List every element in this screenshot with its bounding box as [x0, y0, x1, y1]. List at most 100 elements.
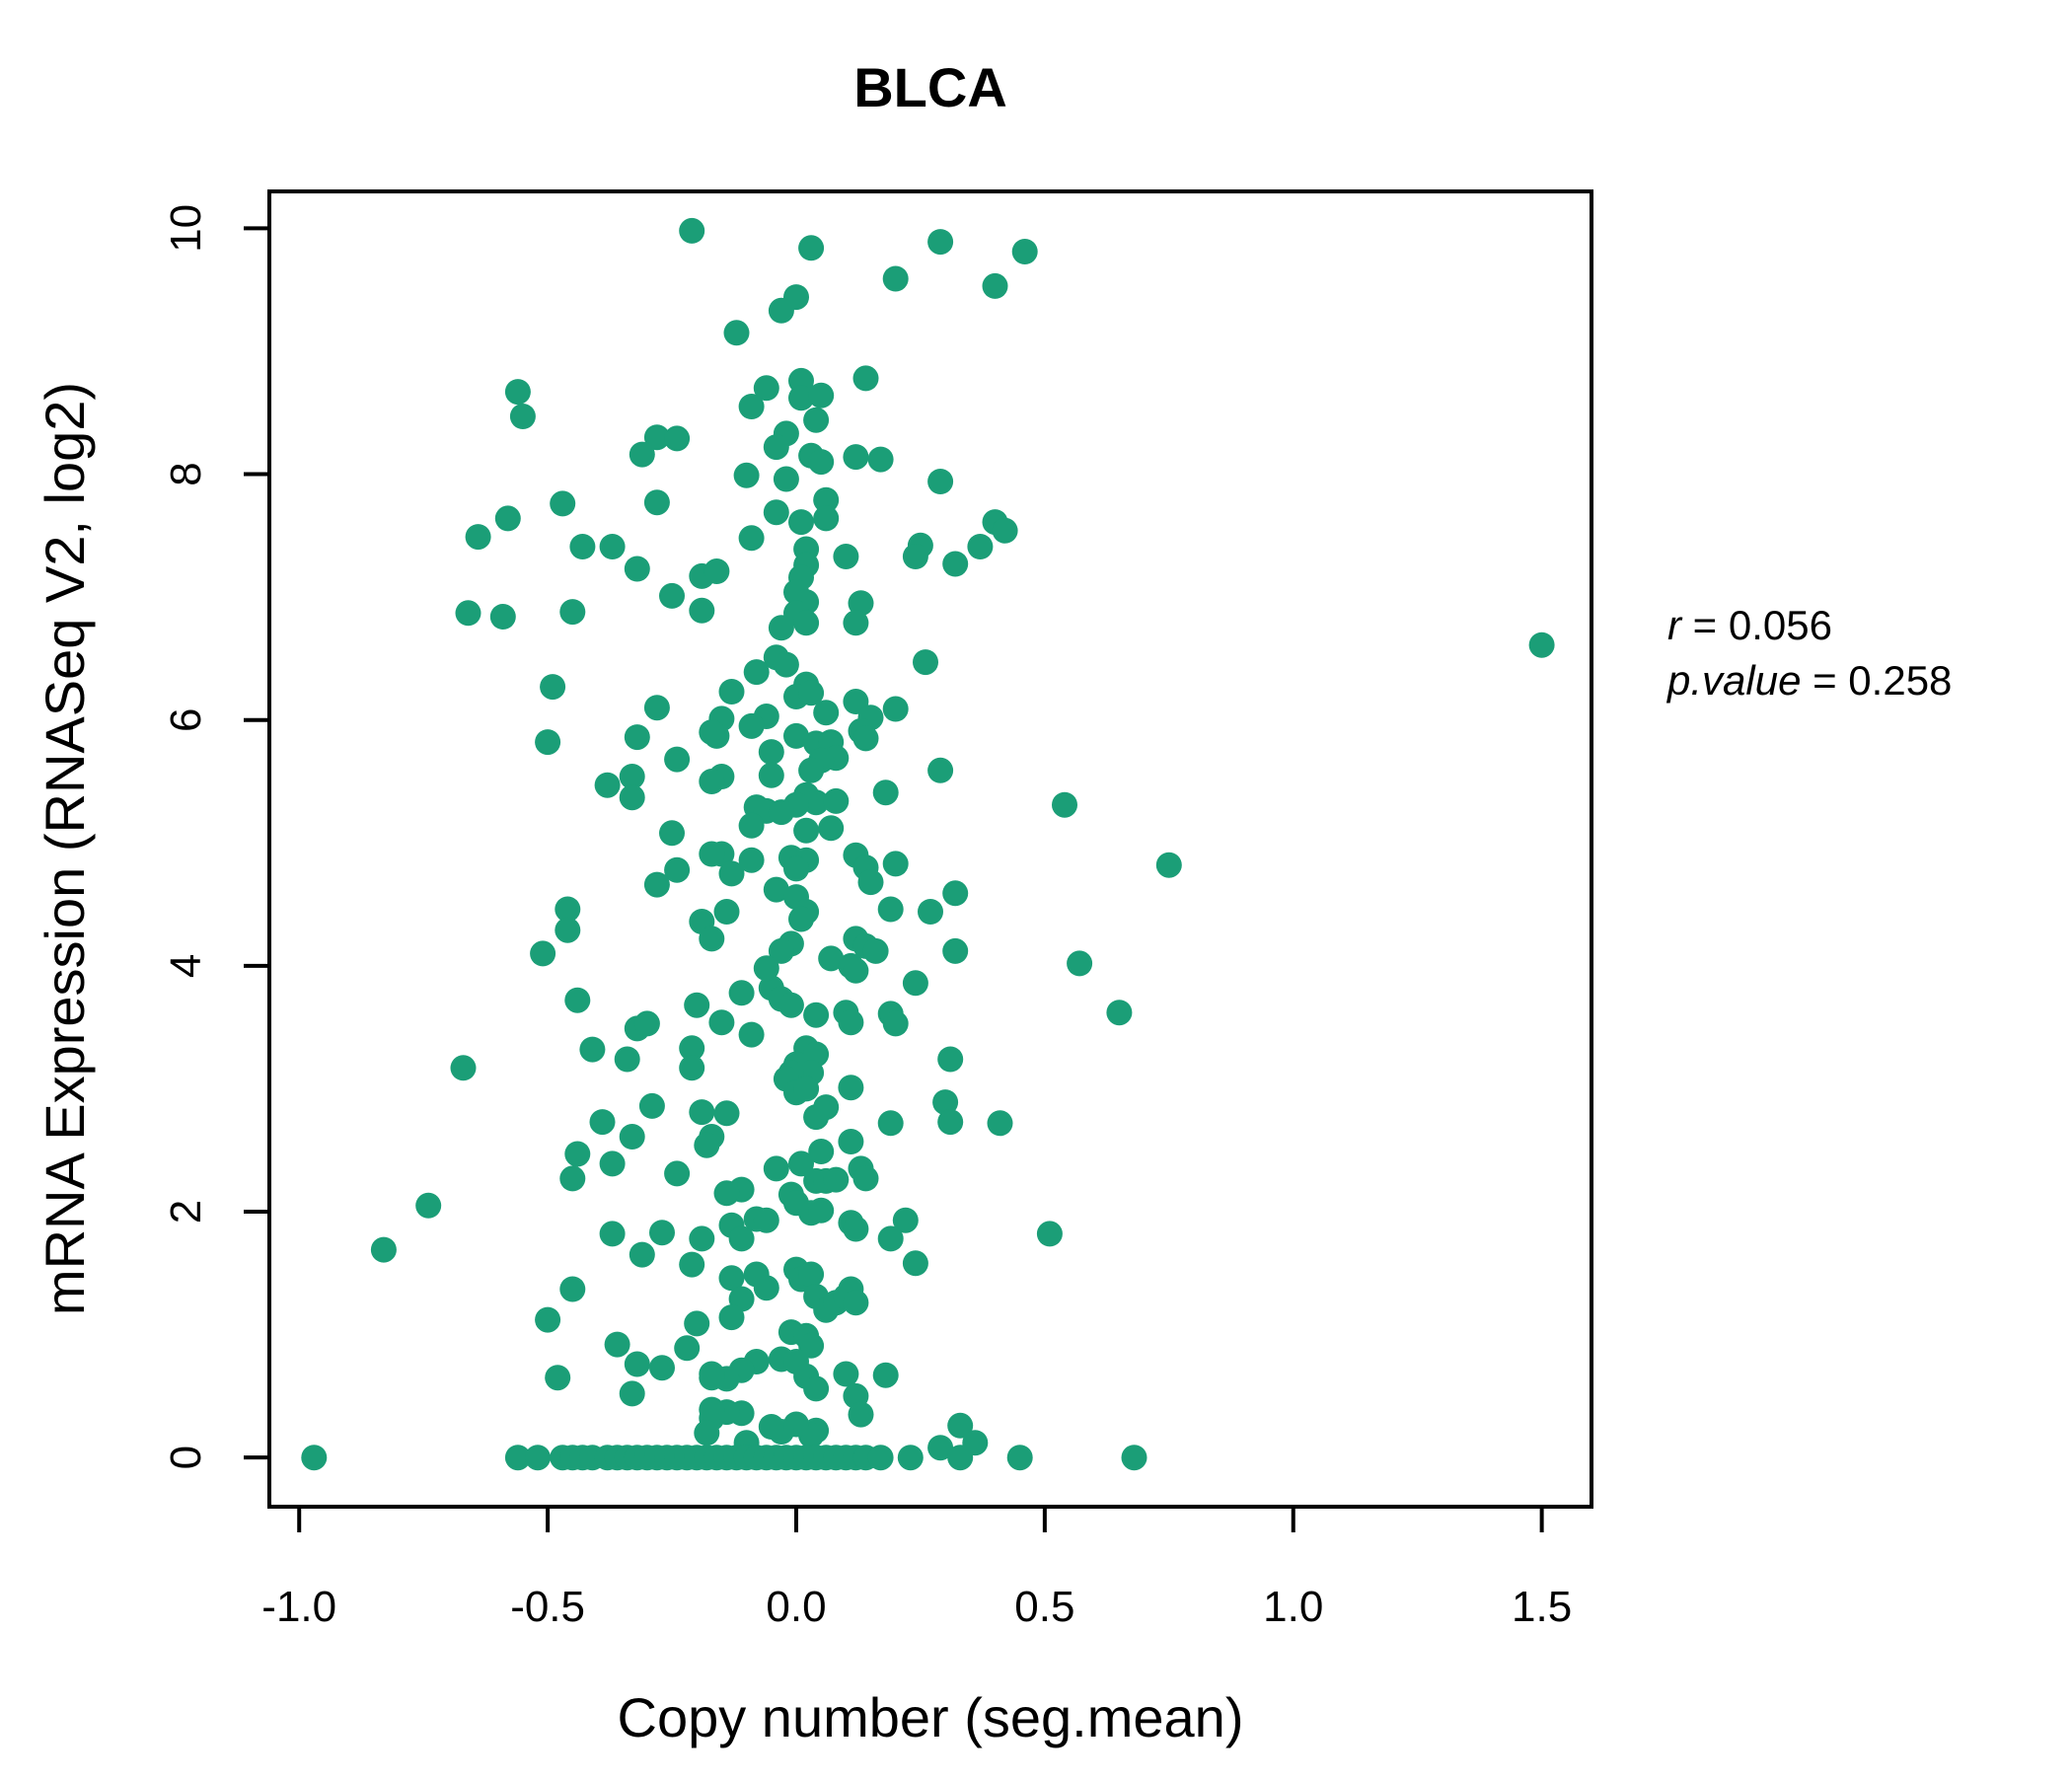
- data-point: [489, 604, 516, 630]
- data-point: [852, 365, 879, 392]
- data-point: [728, 1225, 755, 1252]
- data-point: [803, 1375, 830, 1402]
- data-point: [982, 272, 1008, 299]
- data-point: [877, 1225, 904, 1252]
- data-point: [679, 1055, 705, 1081]
- data-point: [942, 551, 969, 577]
- data-point: [753, 1275, 779, 1301]
- correlation-r-value: = 0.056: [1681, 602, 1832, 648]
- data-point: [649, 1355, 675, 1381]
- data-point: [833, 1361, 859, 1387]
- data-point: [857, 869, 884, 896]
- data-point: [867, 1445, 894, 1471]
- data-point: [509, 404, 536, 429]
- data-point: [838, 1075, 864, 1101]
- data-point: [664, 1160, 691, 1187]
- data-point: [843, 1216, 869, 1242]
- y-tick-label: 6: [162, 707, 210, 731]
- y-tick-label: 0: [162, 1446, 210, 1469]
- data-point: [798, 235, 825, 261]
- data-point: [768, 297, 794, 324]
- data-point: [738, 1021, 765, 1048]
- data-point: [550, 490, 576, 517]
- data-point: [559, 1165, 586, 1192]
- data-point: [723, 320, 750, 346]
- data-point: [932, 1089, 959, 1116]
- data-point: [713, 899, 740, 925]
- data-point: [803, 1002, 830, 1028]
- data-point: [643, 871, 670, 898]
- data-point: [465, 524, 491, 551]
- data-point: [619, 784, 645, 811]
- data-point: [370, 1236, 397, 1263]
- data-point: [638, 1092, 665, 1119]
- data-point: [738, 712, 765, 739]
- data-point: [699, 926, 725, 952]
- data-point: [753, 375, 779, 402]
- data-point: [808, 1197, 835, 1224]
- pvalue-annotation: p.value = 0.258: [1665, 657, 1952, 704]
- data-point: [699, 1365, 725, 1391]
- data-point: [788, 385, 814, 411]
- data-point: [773, 466, 799, 492]
- data-point: [942, 880, 969, 907]
- data-point: [301, 1445, 328, 1471]
- data-point: [927, 469, 954, 494]
- data-point: [664, 856, 691, 883]
- data-point: [877, 1110, 904, 1137]
- data-point: [967, 534, 994, 559]
- data-point: [494, 505, 521, 532]
- data-point: [659, 582, 685, 609]
- data-point: [758, 762, 784, 788]
- data-point: [689, 1225, 715, 1252]
- data-point: [852, 725, 879, 752]
- data-point: [599, 534, 626, 559]
- data-point: [664, 425, 691, 452]
- data-point: [798, 1261, 825, 1288]
- data-point: [793, 817, 820, 844]
- data-point: [803, 407, 830, 433]
- data-point: [738, 394, 765, 419]
- data-point: [818, 815, 845, 842]
- data-point: [877, 896, 904, 923]
- data-point: [643, 695, 670, 721]
- data-point: [699, 841, 725, 867]
- data-point: [629, 1241, 655, 1268]
- data-point: [718, 860, 745, 887]
- data-point: [633, 1010, 660, 1037]
- data-point: [862, 937, 889, 964]
- data-point: [902, 970, 928, 997]
- correlation-annotation: r = 0.056: [1667, 602, 1832, 648]
- data-point: [624, 556, 650, 582]
- data-point: [823, 787, 850, 814]
- data-point: [848, 1401, 874, 1428]
- data-point: [629, 441, 655, 468]
- data-point: [927, 1435, 954, 1461]
- data-point: [694, 1420, 720, 1447]
- data-point: [852, 1165, 879, 1192]
- data-point: [783, 722, 809, 749]
- data-point: [555, 896, 581, 923]
- data-point: [777, 992, 804, 1018]
- data-point: [992, 517, 1018, 544]
- y-tick-label: 8: [162, 462, 210, 485]
- data-point: [783, 855, 809, 882]
- data-point: [808, 449, 835, 476]
- data-point: [813, 486, 840, 513]
- y-tick-label: 4: [162, 954, 210, 978]
- data-point: [937, 1046, 964, 1073]
- data-point: [882, 696, 909, 722]
- data-point: [753, 1207, 779, 1233]
- data-point: [728, 980, 755, 1006]
- data-point: [773, 651, 799, 678]
- data-point: [763, 434, 789, 461]
- data-point: [535, 1306, 561, 1333]
- data-point: [694, 1132, 720, 1158]
- data-point: [897, 1445, 924, 1471]
- data-point: [738, 812, 765, 839]
- data-point: [1011, 239, 1038, 264]
- data-point: [594, 772, 621, 798]
- data-point: [689, 597, 715, 624]
- data-point: [768, 799, 794, 826]
- data-point: [738, 525, 765, 552]
